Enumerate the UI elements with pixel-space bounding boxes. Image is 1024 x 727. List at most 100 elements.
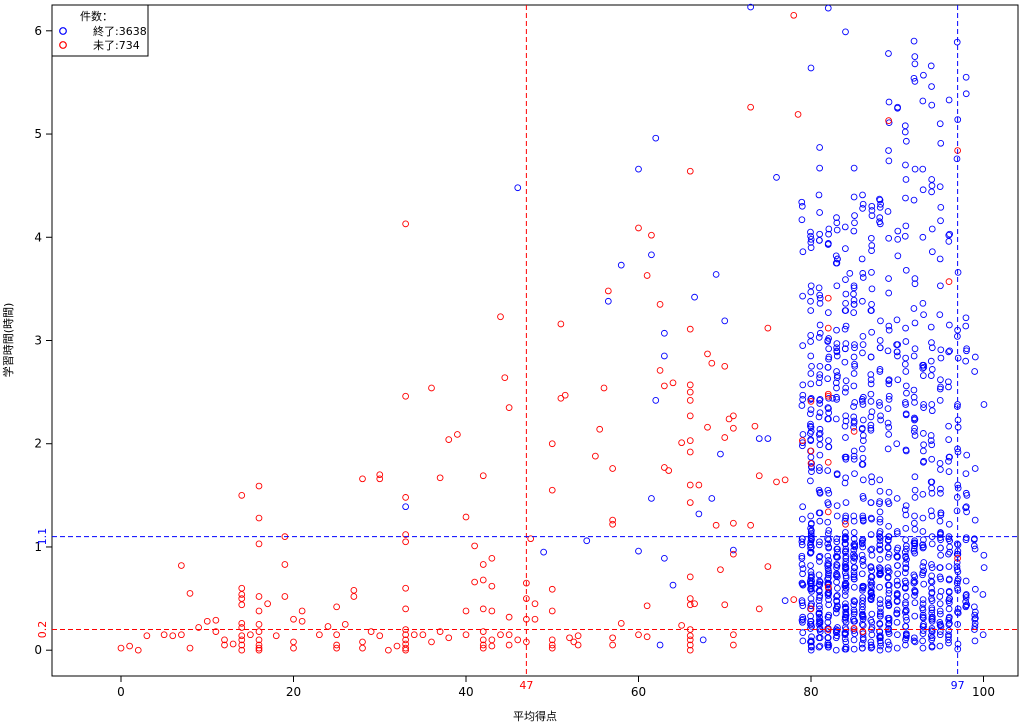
data-point-completed [798, 538, 806, 546]
data-point-completed [851, 554, 858, 562]
data-point-incomplete [531, 600, 539, 608]
data-point-completed [877, 416, 884, 424]
data-point-completed [807, 580, 815, 588]
data-point-completed [859, 416, 867, 424]
data-point-completed [730, 546, 737, 554]
data-point-incomplete [479, 644, 487, 652]
data-point-completed [824, 592, 832, 599]
data-point-incomplete [479, 472, 487, 480]
data-point-completed [971, 535, 978, 543]
data-point-completed [945, 422, 952, 430]
data-point-incomplete [402, 584, 409, 592]
data-point-completed [894, 553, 901, 561]
data-point-completed [919, 528, 927, 535]
data-point-completed [807, 436, 815, 443]
data-point-completed [799, 565, 807, 572]
data-point-completed [824, 338, 832, 345]
data-point-incomplete [730, 631, 737, 639]
data-point-completed [937, 489, 944, 497]
data-point-completed [850, 403, 857, 410]
data-point-incomplete [479, 605, 487, 613]
data-point-completed [928, 489, 936, 497]
data-point-completed [842, 588, 849, 595]
data-point-completed [859, 393, 867, 401]
data-point-completed [799, 248, 807, 256]
data-point-completed [833, 512, 841, 520]
data-point-completed [815, 509, 823, 517]
data-point-completed [902, 447, 910, 455]
data-point-completed [841, 592, 849, 599]
data-point-completed [851, 470, 858, 478]
data-point-completed [911, 542, 918, 550]
data-point-completed [920, 401, 927, 408]
data-point-incomplete [376, 475, 384, 483]
data-point-completed [936, 573, 944, 581]
data-point-completed [850, 164, 858, 172]
data-point-incomplete [609, 516, 616, 524]
data-point-completed [919, 490, 927, 498]
data-point-completed [816, 552, 824, 560]
data-point-incomplete [609, 641, 616, 649]
data-point-completed [661, 352, 668, 360]
data-point-incomplete [402, 392, 409, 400]
data-point-completed [911, 494, 919, 501]
data-point-completed [807, 562, 814, 569]
data-point-incomplete [238, 646, 246, 654]
data-point-completed [807, 338, 814, 345]
data-point-completed [755, 435, 763, 442]
data-point-completed [876, 344, 884, 352]
data-point-incomplete [678, 622, 685, 629]
data-point-completed [867, 371, 875, 378]
data-point-incomplete [505, 631, 513, 639]
data-point-completed [902, 137, 910, 145]
data-point-completed [920, 447, 927, 455]
data-point-completed [850, 636, 858, 644]
legend-marker-incomplete [59, 41, 67, 49]
data-point-completed [962, 314, 970, 322]
data-point-completed [962, 577, 970, 585]
data-point-completed [825, 489, 833, 497]
data-point-completed [807, 228, 814, 236]
data-point-incomplete [488, 642, 496, 650]
data-point-completed [816, 400, 824, 407]
data-point-incomplete [117, 644, 125, 652]
data-point-incomplete [488, 554, 496, 562]
data-point-incomplete [548, 636, 556, 644]
data-point-completed [815, 284, 823, 292]
data-point-incomplete [730, 412, 737, 420]
data-point-completed [868, 624, 876, 631]
data-point-completed [832, 646, 840, 654]
data-point-completed [928, 643, 936, 651]
data-point-completed [885, 621, 892, 628]
data-point-incomplete [505, 613, 513, 621]
x-axis-title: 平均得点 [513, 710, 557, 723]
data-point-completed [945, 605, 953, 613]
data-point-completed [859, 432, 867, 439]
data-point-completed [824, 4, 832, 12]
data-point-completed [867, 376, 875, 384]
data-point-completed [894, 631, 901, 639]
data-point-incomplete [574, 641, 582, 649]
data-point-completed [850, 517, 858, 525]
data-point-completed [815, 571, 823, 579]
data-point-completed [885, 488, 893, 496]
data-point-completed [816, 618, 823, 626]
data-point-completed [868, 242, 876, 249]
data-point-completed [894, 376, 902, 384]
data-point-completed [807, 621, 815, 628]
data-point-completed [859, 191, 866, 199]
data-point-completed [815, 379, 823, 387]
data-point-completed [885, 616, 893, 624]
data-point-incomplete [686, 632, 694, 640]
data-point-completed [911, 78, 919, 85]
data-point-completed [824, 499, 832, 506]
data-point-completed [807, 541, 815, 549]
data-point-completed [902, 599, 909, 607]
data-point-completed [936, 607, 944, 615]
data-point-completed [946, 230, 953, 238]
data-point-incomplete [691, 600, 698, 608]
data-point-completed [816, 230, 823, 238]
data-point-completed [859, 270, 867, 277]
data-point-completed [901, 232, 909, 240]
data-point-completed [928, 407, 936, 415]
